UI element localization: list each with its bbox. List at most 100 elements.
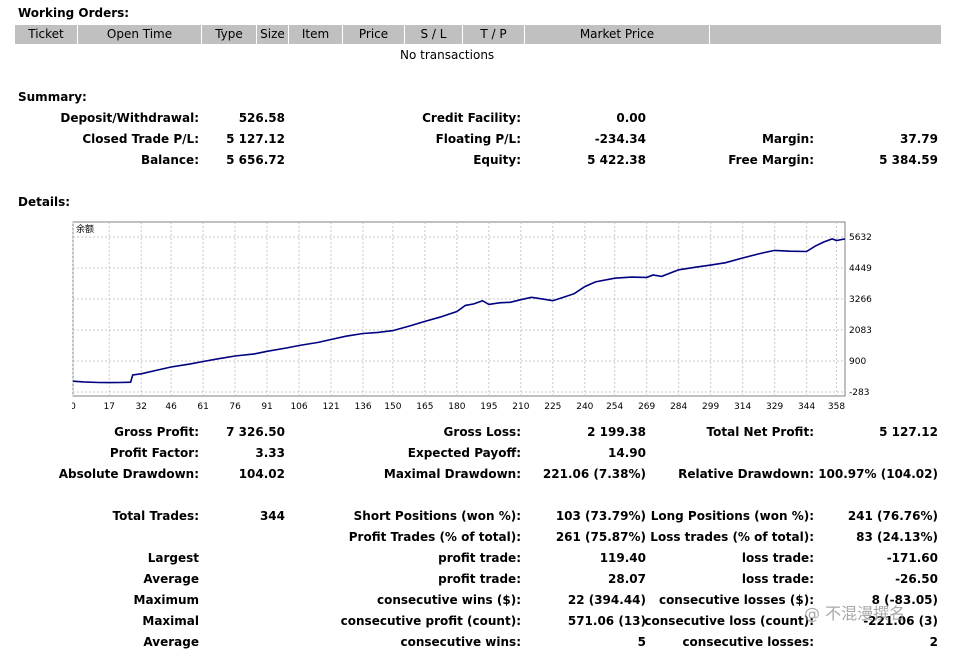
stat-label-col2: consecutive wins ($): xyxy=(376,593,521,607)
stat-label-col3: loss trade: xyxy=(741,551,814,565)
stat-value-col3: 8 (-83.05) xyxy=(871,593,938,607)
margin-value: 37.79 xyxy=(900,132,938,146)
stat-value-col1: 104.02 xyxy=(238,467,285,481)
stat-label-col2: profit trade: xyxy=(438,551,521,565)
stat-label-col2: Expected Payoff: xyxy=(407,446,521,460)
stat-label-col3: consecutive loss (count): xyxy=(644,614,814,628)
stat-label-col1: Profit Factor: xyxy=(109,446,199,460)
stat-label-col1: Average xyxy=(143,635,199,649)
free-margin-value: 5 384.59 xyxy=(879,153,938,167)
x-tick-label: 210 xyxy=(512,402,529,412)
stat-label-col1: Total Trades: xyxy=(112,509,199,523)
balance-value: 5 656.72 xyxy=(226,153,285,167)
col-tp[interactable]: T / P xyxy=(463,25,525,44)
stat-value-col2: 2 199.38 xyxy=(587,425,646,439)
stat-value-col2: 103 (73.79%) xyxy=(555,509,646,523)
stat-label-col2: Profit Trades (% of total): xyxy=(348,530,521,544)
x-tick-label: 358 xyxy=(828,402,845,412)
stat-label-col1: Maximum xyxy=(133,593,199,607)
x-tick-label: 165 xyxy=(416,402,433,412)
stat-value-col3: -171.60 xyxy=(886,551,938,565)
watermark: @ 不混漫撰名 xyxy=(804,604,906,623)
closed-pl-value: 5 127.12 xyxy=(226,132,285,146)
col-market-price[interactable]: Market Price xyxy=(525,25,710,44)
free-margin-label: Free Margin: xyxy=(728,153,814,167)
working-orders-title: Working Orders: xyxy=(18,6,130,20)
x-tick-label: 195 xyxy=(480,402,497,412)
x-tick-label: 180 xyxy=(448,402,465,412)
col-sl[interactable]: S / L xyxy=(405,25,463,44)
credit-label: Credit Facility: xyxy=(422,111,521,125)
floating-pl-label: Floating P/L: xyxy=(435,132,521,146)
stat-label-col1: Largest xyxy=(147,551,199,565)
stat-value-col3: -221.06 (3) xyxy=(863,614,938,628)
stat-value-col3: 100.97% (104.02) xyxy=(818,467,938,481)
y-tick-label: 900 xyxy=(849,357,866,367)
equity-value: 5 422.38 xyxy=(587,153,646,167)
x-tick-label: 314 xyxy=(734,402,751,412)
y-tick-label: 5632 xyxy=(849,233,872,243)
col-ticket[interactable]: Ticket xyxy=(15,25,78,44)
x-tick-label: 0 xyxy=(72,402,76,412)
stat-value-col1: 3.33 xyxy=(255,446,285,460)
stat-value-col2: 221.06 (7.38%) xyxy=(542,467,646,481)
stat-value-col1: 7 326.50 xyxy=(226,425,285,439)
deposit-label: Deposit/Withdrawal: xyxy=(60,111,199,125)
x-tick-label: 91 xyxy=(261,402,272,412)
col-price[interactable]: Price xyxy=(343,25,405,44)
x-tick-label: 225 xyxy=(544,402,561,412)
stat-value-col1: 344 xyxy=(259,509,285,523)
stat-label-col2: Short Positions (won %): xyxy=(353,509,521,523)
y-tick-label: 2083 xyxy=(849,326,872,336)
stat-value-col3: 241 (76.76%) xyxy=(847,509,938,523)
y-tick-label: 3266 xyxy=(849,295,872,305)
stat-label-col3: consecutive losses: xyxy=(682,635,814,649)
y-tick-label: -283 xyxy=(849,388,869,398)
stat-value-col2: 14.90 xyxy=(608,446,646,460)
col-item[interactable]: Item xyxy=(289,25,343,44)
stat-label-col2: Gross Loss: xyxy=(443,425,521,439)
x-tick-label: 106 xyxy=(290,402,307,412)
x-tick-label: 344 xyxy=(798,402,815,412)
deposit-value: 526.58 xyxy=(238,111,285,125)
x-tick-label: 329 xyxy=(766,402,783,412)
stat-label-col2: profit trade: xyxy=(438,572,521,586)
x-tick-label: 269 xyxy=(638,402,655,412)
x-tick-label: 150 xyxy=(384,402,401,412)
stat-value-col3: 83 (24.13%) xyxy=(856,530,938,544)
stat-label-col2: consecutive wins: xyxy=(400,635,521,649)
y-tick-label: 4449 xyxy=(849,264,872,274)
margin-label: Margin: xyxy=(761,132,814,146)
orders-table-header: Ticket Open Time Type Size Item Price S … xyxy=(15,25,941,44)
equity-label: Equity: xyxy=(473,153,521,167)
credit-value: 0.00 xyxy=(616,111,646,125)
balance-chart: 0 17 32 46 61 76 91 106 121 136 150 165 180 195 210 225… xyxy=(72,221,872,412)
stat-label-col1: Absolute Drawdown: xyxy=(58,467,199,481)
stat-label-col3: consecutive losses ($): xyxy=(658,593,814,607)
plot-area xyxy=(72,221,846,397)
x-tick-label: 136 xyxy=(354,402,371,412)
stat-value-col2: 22 (394.44) xyxy=(567,593,646,607)
x-tick-label: 61 xyxy=(197,402,208,412)
col-type[interactable]: Type xyxy=(202,25,257,44)
stat-label-col1: Average xyxy=(143,572,199,586)
stat-label-col3: Total Net Profit: xyxy=(706,425,814,439)
x-tick-label: 240 xyxy=(576,402,593,412)
stat-label-col1: Gross Profit: xyxy=(114,425,199,439)
series-label: 余额 xyxy=(76,223,94,235)
x-tick-label: 46 xyxy=(165,402,177,412)
x-tick-label: 299 xyxy=(702,402,719,412)
stat-value-col3: 2 xyxy=(929,635,938,649)
stat-value-col2: 5 xyxy=(637,635,646,649)
col-size[interactable]: Size xyxy=(257,25,289,44)
x-tick-label: 76 xyxy=(229,402,241,412)
stat-value-col3: -26.50 xyxy=(895,572,938,586)
stat-label-col3: Long Positions (won %): xyxy=(650,509,814,523)
no-transactions-text: No transactions xyxy=(400,48,495,62)
stat-value-col3: 5 127.12 xyxy=(879,425,938,439)
col-open-time[interactable]: Open Time xyxy=(78,25,202,44)
stat-label-col3: loss trade: xyxy=(741,572,814,586)
details-title: Details: xyxy=(18,195,71,209)
summary-title: Summary: xyxy=(18,90,87,104)
stat-value-col2: 261 (75.87%) xyxy=(555,530,646,544)
